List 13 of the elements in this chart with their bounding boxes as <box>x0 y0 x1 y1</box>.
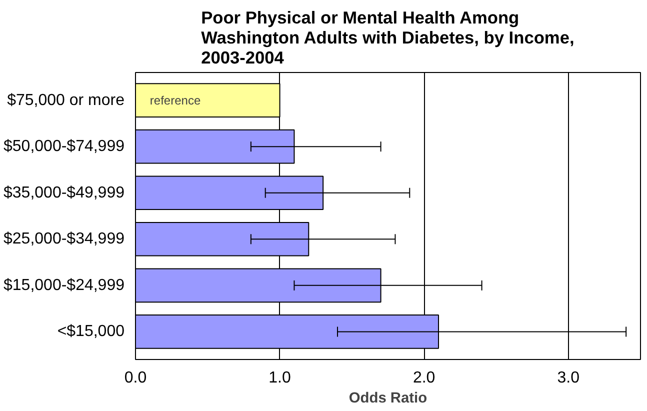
x-tick-label: 3.0 <box>557 370 580 386</box>
y-tick-label: $35,000-$49,999 <box>4 184 125 202</box>
chart-title: Poor Physical or Mental Health Among Washington Adults with Diabetes, by Income, 2003-2004 <box>201 8 574 68</box>
x-tick-label: 0.0 <box>124 370 147 386</box>
annotation: reference <box>150 93 201 108</box>
x-tick-label: 1.0 <box>268 370 292 386</box>
y-tick-label: $75,000 or more <box>7 92 125 109</box>
y-tick-label: <$15,000 <box>57 323 125 340</box>
x-tick-label: 2.0 <box>412 370 436 386</box>
x-axis-title: Odds Ratio <box>348 390 428 406</box>
y-tick-label: $25,000-$34,999 <box>4 230 125 248</box>
y-tick-label: $50,000-$74,999 <box>4 138 125 156</box>
y-tick-label: $15,000-$24,999 <box>4 276 125 294</box>
